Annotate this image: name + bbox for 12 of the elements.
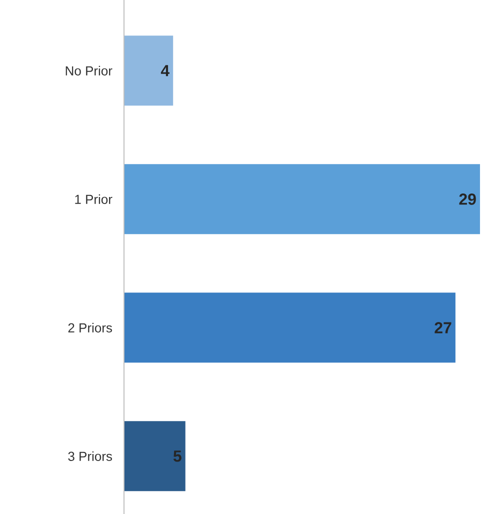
bar (124, 164, 480, 234)
data-label: 29 (459, 194, 476, 205)
y-tick-label: 1 Prior (75, 194, 112, 204)
y-tick-label: 3 Priors (68, 451, 112, 461)
y-tick-label: 2 Priors (68, 322, 112, 332)
data-label: 5 (173, 450, 182, 462)
data-label: 27 (434, 322, 452, 334)
y-tick-label: No Prior (66, 66, 112, 76)
bar (124, 421, 186, 492)
bar (124, 292, 456, 363)
bar (124, 36, 174, 106)
data-label: 4 (160, 65, 170, 76)
